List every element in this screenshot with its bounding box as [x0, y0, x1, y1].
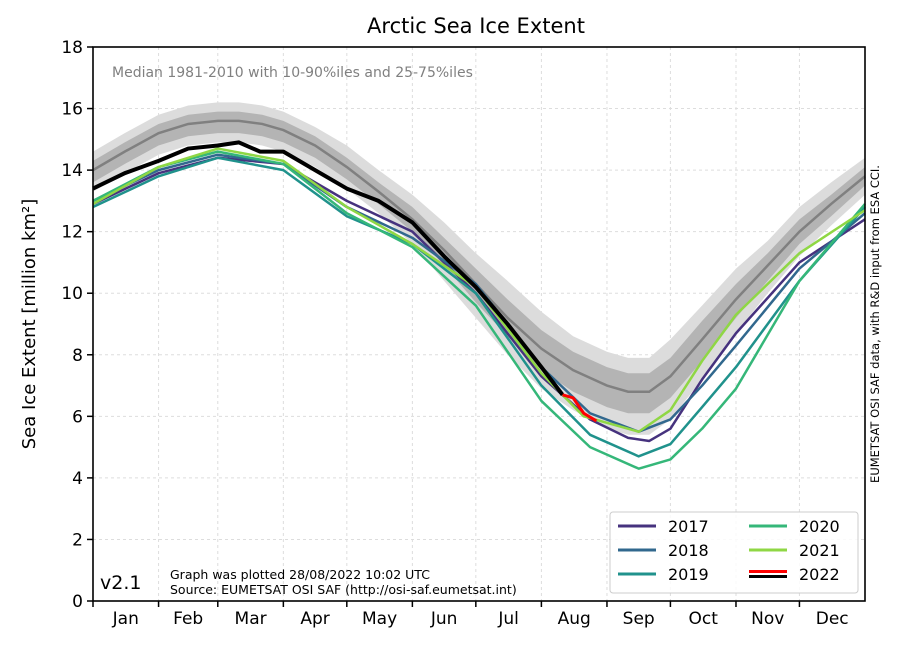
- legend-box: [609, 511, 859, 594]
- y-tick-label: 10: [61, 284, 83, 304]
- legend: 2017 2018 2019 2020 2021 2022: [609, 511, 859, 594]
- y-tick-label: 18: [61, 38, 83, 58]
- band-10-90: [93, 102, 865, 435]
- x-tick-label-oct: Oct: [688, 609, 718, 629]
- x-tick-label-aug: Aug: [558, 609, 591, 629]
- x-tick-label-mar: Mar: [235, 609, 267, 629]
- x-tick-label-jan: Jan: [112, 609, 139, 629]
- x-tick-label-may: May: [362, 609, 397, 629]
- x-tick-label-jun: Jun: [430, 609, 458, 629]
- x-tick-label-apr: Apr: [300, 609, 329, 629]
- y-axis-ticks: 0 2 4 6 8 10 12 14 16 18: [61, 38, 93, 612]
- series-line-2021: [92, 147, 866, 433]
- x-tick-label-jul: Jul: [497, 609, 519, 629]
- y-tick-label: 4: [72, 469, 83, 489]
- series-line-2019: [92, 156, 866, 458]
- y-tick-label: 0: [72, 592, 83, 612]
- series-lines: [92, 140, 866, 470]
- x-tick-label-sep: Sep: [623, 609, 655, 629]
- y-tick-label: 12: [61, 223, 83, 243]
- series-line-2022-recent: [562, 393, 598, 423]
- legend-label-2020: 2020: [799, 517, 840, 536]
- x-tick-label-feb: Feb: [173, 609, 203, 629]
- x-tick-label-dec: Dec: [816, 609, 849, 629]
- side-note: EUMETSAT OSI SAF data, with R&D input fr…: [868, 165, 882, 483]
- legend-label-2019: 2019: [668, 565, 709, 584]
- legend-label-2022: 2022: [799, 565, 840, 584]
- chart-subtitle: Median 1981-2010 with 10-90%iles and 25-…: [112, 65, 473, 81]
- y-tick-label: 6: [72, 407, 83, 427]
- plotted-note: Graph was plotted 28/08/2022 10:02 UTC: [170, 567, 430, 582]
- y-tick-label: 2: [72, 530, 83, 550]
- y-axis-label: Sea Ice Extent [million km²]: [19, 199, 40, 450]
- legend-label-2021: 2021: [799, 541, 840, 560]
- y-tick-label: 8: [72, 346, 83, 366]
- y-tick-label: 16: [61, 100, 83, 120]
- y-tick-label: 14: [61, 161, 83, 181]
- legend-label-2018: 2018: [668, 541, 709, 560]
- x-axis-ticks: Jan Feb Mar Apr May Jun Jul Aug Sep Oct Nov Dec: [92, 601, 849, 629]
- legend-label-2017: 2017: [668, 517, 709, 536]
- series-line-2022: [92, 140, 565, 397]
- version-label: v2.1: [100, 572, 141, 594]
- source-note: Source: EUMETSAT OSI SAF (http://osi-saf…: [170, 582, 517, 597]
- series-line-2020: [92, 150, 866, 470]
- chart-title: Arctic Sea Ice Extent: [367, 14, 585, 38]
- plot-frame: [92, 46, 866, 602]
- band-25-75: [93, 111, 865, 414]
- x-tick-label-nov: Nov: [751, 609, 784, 629]
